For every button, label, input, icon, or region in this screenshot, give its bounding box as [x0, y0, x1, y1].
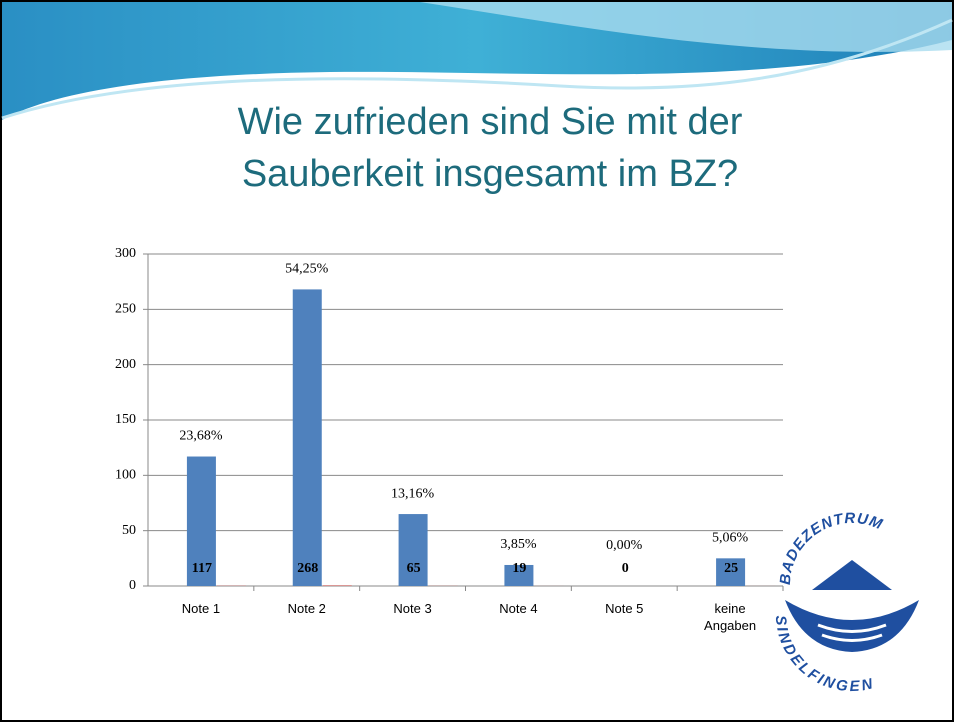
y-tick-label: 100 [115, 468, 136, 483]
bar-percent-label: 13,16% [391, 486, 435, 501]
x-tick-label: Note 3 [393, 601, 432, 616]
bar [186, 456, 216, 586]
header-wave-light [420, 2, 952, 52]
bar-percent-label: 54,25% [285, 262, 329, 277]
header-line [1, 18, 953, 120]
x-tick-label: Note 5 [605, 601, 644, 616]
y-tick-label: 300 [115, 246, 136, 261]
logo-rays [812, 560, 892, 590]
x-tick-label: keine Angaben [704, 601, 757, 633]
bar [398, 514, 428, 586]
bar [504, 564, 534, 586]
x-tick-label: Note 1 [181, 601, 221, 616]
bar-percent-label: 0,00% [606, 538, 643, 553]
y-tick-label: 50 [122, 523, 136, 538]
y-tick-label: 200 [115, 357, 136, 372]
x-tick-label: Note 2 [287, 601, 326, 616]
bar-value-label: 0 [622, 561, 629, 576]
bar [322, 585, 352, 586]
bar [292, 289, 322, 586]
y-tick-label: 250 [115, 302, 136, 317]
y-tick-label: 0 [129, 578, 136, 593]
bar-value-label: 65 [407, 561, 421, 576]
bar-percent-label: 5,06% [712, 531, 749, 546]
logo-waves [817, 623, 887, 642]
bar-value-label: 19 [512, 561, 526, 576]
bar-value-label: 117 [192, 561, 212, 576]
bar-value-label: 25 [724, 561, 738, 576]
logo-bowl [785, 600, 919, 652]
x-tick-label: Note 4 [499, 601, 538, 616]
y-tick-label: 150 [115, 412, 136, 427]
chart-title: Wie zufrieden sind Sie mit der Sauberkei… [237, 101, 743, 195]
bar-percent-label: 23,68% [179, 429, 223, 444]
bar [716, 558, 746, 586]
bar-percent-label: 3,85% [500, 537, 537, 552]
bar-value-label: 268 [297, 561, 318, 576]
